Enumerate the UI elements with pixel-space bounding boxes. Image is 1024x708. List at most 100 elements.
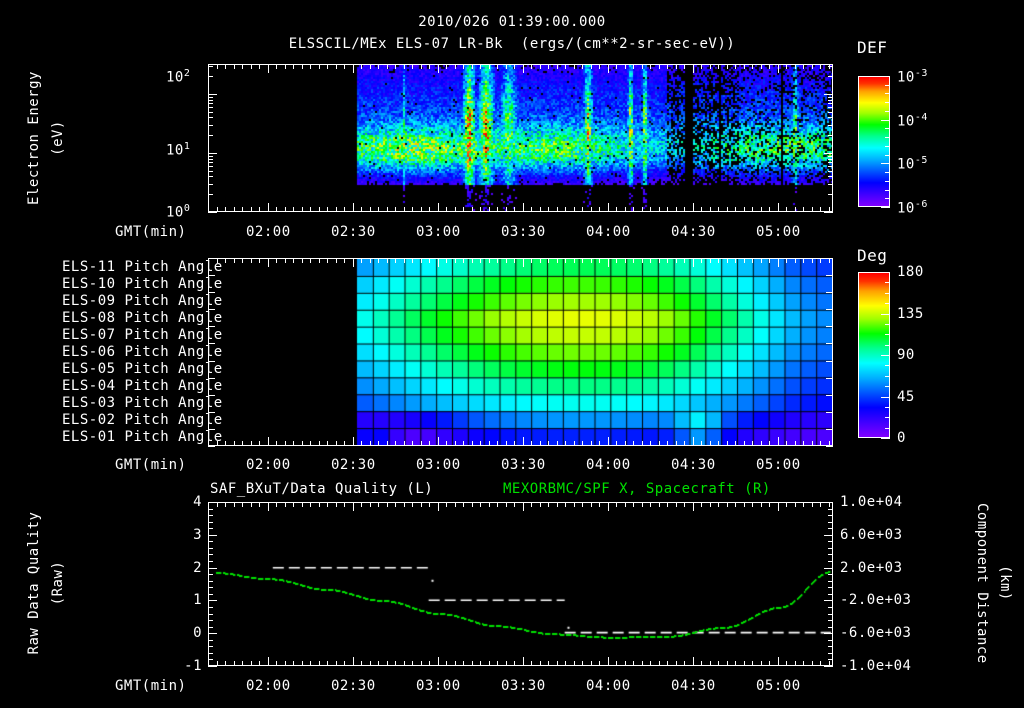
axis-tick bbox=[650, 502, 651, 507]
axis-tick bbox=[438, 437, 439, 446]
panel1-xtick-6: 05:00 bbox=[756, 224, 801, 240]
axis-tick bbox=[310, 64, 311, 69]
axis-tick bbox=[531, 64, 532, 69]
spectrogram-canvas bbox=[209, 65, 832, 211]
axis-tick bbox=[523, 64, 524, 73]
axis-tick bbox=[710, 441, 711, 446]
panel2-y-tick bbox=[208, 326, 215, 327]
axis-tick bbox=[727, 64, 728, 69]
panel2-y-tick bbox=[826, 343, 833, 344]
panel1-y-tick bbox=[828, 135, 833, 136]
axis-tick bbox=[557, 441, 558, 446]
axis-tick bbox=[353, 657, 354, 666]
axis-tick bbox=[361, 258, 362, 263]
axis-tick bbox=[387, 64, 388, 69]
axis-tick bbox=[812, 207, 813, 212]
panel3-ytick-right-1: 6.0e+03 bbox=[840, 526, 903, 543]
axis-tick bbox=[650, 207, 651, 212]
panel1-y-tick bbox=[828, 194, 833, 195]
panel1-y-tick bbox=[208, 117, 213, 118]
panel1-ytick-0-mantissa: 10 bbox=[166, 69, 184, 86]
panel1-xtick-2: 03:00 bbox=[416, 224, 461, 240]
axis-tick bbox=[336, 661, 337, 666]
axis-tick bbox=[378, 258, 379, 263]
def-colorbar-tick-mark bbox=[885, 190, 890, 191]
pitch-angle-row-label-3: ELS-08 Pitch Angle bbox=[62, 309, 223, 326]
axis-tick bbox=[395, 64, 396, 69]
axis-tick bbox=[548, 207, 549, 212]
panel3-title-left: SAF_BXuT/Data Quality (L) bbox=[210, 481, 434, 497]
axis-tick bbox=[803, 661, 804, 666]
axis-tick bbox=[446, 258, 447, 263]
axis-tick bbox=[353, 437, 354, 446]
deg-colorbar-title: Deg bbox=[857, 246, 888, 265]
axis-tick bbox=[327, 441, 328, 446]
axis-tick bbox=[642, 502, 643, 507]
panel1-xtick-5: 04:30 bbox=[671, 224, 716, 240]
def-colorbar-tick-mark bbox=[881, 207, 890, 208]
axis-tick bbox=[608, 64, 609, 73]
axis-tick bbox=[480, 64, 481, 69]
def-colorbar-tick-mark bbox=[885, 128, 890, 129]
panel1-y-tick bbox=[828, 107, 833, 108]
axis-tick bbox=[336, 258, 337, 263]
panel3-y-tick bbox=[824, 568, 833, 569]
axis-tick bbox=[574, 441, 575, 446]
axis-tick bbox=[319, 64, 320, 69]
axis-tick bbox=[344, 502, 345, 507]
axis-tick bbox=[514, 441, 515, 446]
axis-tick bbox=[412, 258, 413, 263]
axis-tick bbox=[786, 64, 787, 69]
axis-tick bbox=[735, 64, 736, 69]
axis-tick bbox=[421, 441, 422, 446]
axis-tick bbox=[786, 258, 787, 263]
axis-tick bbox=[429, 661, 430, 666]
axis-tick bbox=[744, 258, 745, 263]
axis-tick bbox=[429, 207, 430, 212]
axis-tick bbox=[701, 64, 702, 69]
pitch-angle-row-label-6: ELS-05 Pitch Angle bbox=[62, 361, 223, 378]
axis-tick bbox=[769, 258, 770, 263]
axis-tick bbox=[769, 207, 770, 212]
axis-tick bbox=[659, 661, 660, 666]
panel3-ylabel-left-line1: Raw Data Quality bbox=[26, 511, 42, 655]
panel2-y-tick bbox=[826, 446, 833, 447]
axis-tick bbox=[574, 502, 575, 507]
axis-tick bbox=[761, 502, 762, 507]
axis-tick bbox=[446, 661, 447, 666]
axis-tick bbox=[565, 441, 566, 446]
pitch-angle-row-label-4: ELS-07 Pitch Angle bbox=[62, 326, 223, 343]
axis-tick bbox=[599, 258, 600, 263]
axis-tick bbox=[463, 207, 464, 212]
axis-tick bbox=[217, 502, 218, 507]
axis-tick bbox=[463, 441, 464, 446]
axis-tick bbox=[412, 502, 413, 507]
axis-tick bbox=[642, 661, 643, 666]
panel3-y-tick bbox=[824, 535, 833, 536]
panel1-y-tick bbox=[208, 107, 213, 108]
panel3-xtick-2: 03:00 bbox=[416, 678, 461, 694]
axis-tick bbox=[523, 203, 524, 212]
axis-tick bbox=[752, 441, 753, 446]
panel2-xtick-2: 03:00 bbox=[416, 457, 461, 473]
panel1-y-tick bbox=[828, 100, 833, 101]
def-colorbar-tick-mark bbox=[885, 172, 890, 173]
panel3-y-tick bbox=[828, 522, 833, 523]
deg-colorbar-tick-mark bbox=[881, 355, 890, 356]
panel1-ytick-1-mantissa: 10 bbox=[166, 142, 184, 159]
panel3-y-tick bbox=[828, 515, 833, 516]
axis-tick bbox=[336, 441, 337, 446]
panel3-y-tick bbox=[208, 620, 213, 621]
axis-tick bbox=[336, 207, 337, 212]
axis-tick bbox=[540, 441, 541, 446]
axis-tick bbox=[285, 441, 286, 446]
axis-tick bbox=[472, 207, 473, 212]
axis-tick bbox=[786, 441, 787, 446]
header-timestamp: 2010/026 01:39:00.000 bbox=[418, 14, 606, 30]
axis-tick bbox=[302, 661, 303, 666]
axis-tick bbox=[761, 207, 762, 212]
axis-tick bbox=[625, 502, 626, 507]
deg-colorbar-tick-mark bbox=[885, 303, 890, 304]
axis-tick bbox=[242, 661, 243, 666]
deg-colorbar-tick-4: 0 bbox=[897, 430, 906, 446]
